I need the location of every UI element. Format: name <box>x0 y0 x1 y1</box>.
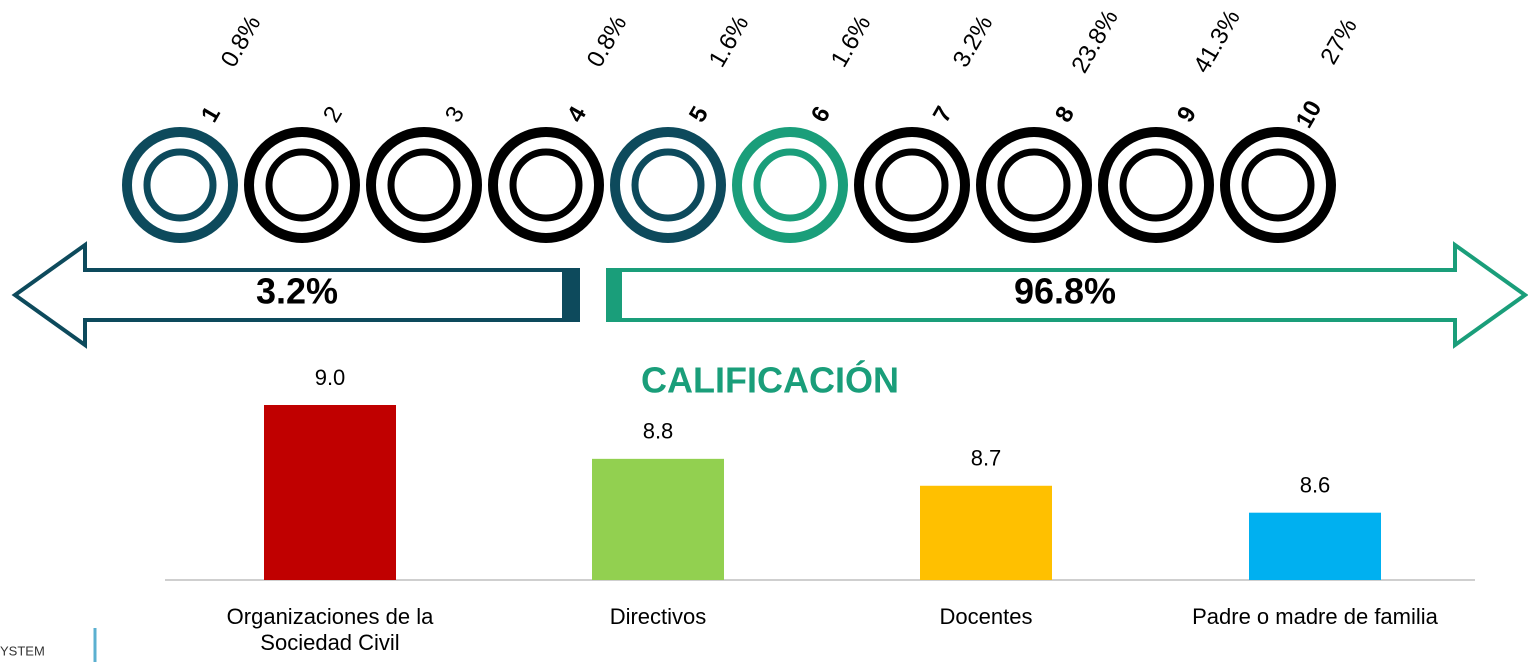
arrow-left-cap <box>562 272 576 318</box>
rating-percent: 0.8% <box>216 11 267 72</box>
rating-inner <box>1119 148 1193 222</box>
rating-percent: 3.2% <box>948 11 999 72</box>
rating-number: 1 <box>196 102 226 127</box>
rating-number: 10 <box>1291 96 1328 133</box>
arrow-right-cap <box>610 272 622 318</box>
rating-inner <box>143 148 217 222</box>
rating-ring <box>244 127 360 243</box>
rating-percent: 27% <box>1315 14 1362 69</box>
rating-ring <box>976 127 1092 243</box>
bar <box>264 405 396 580</box>
rating-ring <box>122 127 238 243</box>
bar <box>920 485 1052 580</box>
rating-number: 3 <box>440 102 470 127</box>
chart-title: CALIFICACIÓN <box>641 359 899 401</box>
value-label: 8.7 <box>971 446 1002 471</box>
rating-inner <box>875 148 949 222</box>
arrow-right <box>606 241 1528 349</box>
rating-number: 8 <box>1050 102 1080 127</box>
rating-inner <box>753 148 827 222</box>
value-label: 9.0 <box>315 365 346 390</box>
rating-ring <box>366 127 482 243</box>
rating-inner <box>631 148 705 222</box>
rating-inner <box>265 148 339 222</box>
rating-number: 9 <box>1172 102 1202 127</box>
bar <box>1249 512 1381 580</box>
rating-ring <box>1220 127 1336 243</box>
rating-ring <box>610 127 726 243</box>
rating-percent: 1.6% <box>704 11 755 72</box>
rating-ring <box>1098 127 1214 243</box>
x-tick-label: Organizaciones de la Sociedad Civil <box>226 604 434 655</box>
rating-inner <box>509 148 583 222</box>
rating-inner <box>997 148 1071 222</box>
x-tick-label: Directivos <box>609 604 707 629</box>
value-label: 8.8 <box>643 419 674 444</box>
group-label: 96.8% <box>1014 271 1116 312</box>
footer-logo: YSTEM <box>0 643 45 658</box>
rating-percent: 23.8% <box>1066 5 1123 77</box>
x-tick-label: Docentes <box>939 604 1033 629</box>
rating-number: 6 <box>806 102 836 127</box>
x-tick-label: Padre o madre de familia <box>1192 604 1438 629</box>
rating-inner <box>387 148 461 222</box>
rating-percent: 41.3% <box>1188 5 1245 77</box>
rating-number: 7 <box>928 102 958 127</box>
bar <box>592 458 724 580</box>
arrow-left <box>11 241 580 349</box>
group-label: 3.2% <box>256 271 338 312</box>
rating-number: 5 <box>684 102 714 127</box>
rating-percent: 1.6% <box>826 11 877 72</box>
rating-ring <box>854 127 970 243</box>
rating-ring <box>488 127 604 243</box>
rating-number: 4 <box>562 101 592 127</box>
value-label: 8.6 <box>1300 473 1331 498</box>
rating-percent: 0.8% <box>582 11 633 72</box>
rating-number: 2 <box>318 102 348 127</box>
rating-inner <box>1241 148 1315 222</box>
rating-ring <box>732 127 848 243</box>
